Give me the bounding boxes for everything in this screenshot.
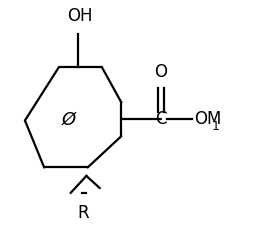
Text: OM: OM [194, 110, 221, 128]
Text: C: C [155, 110, 167, 128]
Text: O: O [155, 63, 168, 81]
Text: R: R [77, 204, 89, 222]
Text: OH: OH [68, 7, 93, 25]
Text: Ø: Ø [61, 110, 75, 128]
Text: 1: 1 [211, 120, 219, 133]
